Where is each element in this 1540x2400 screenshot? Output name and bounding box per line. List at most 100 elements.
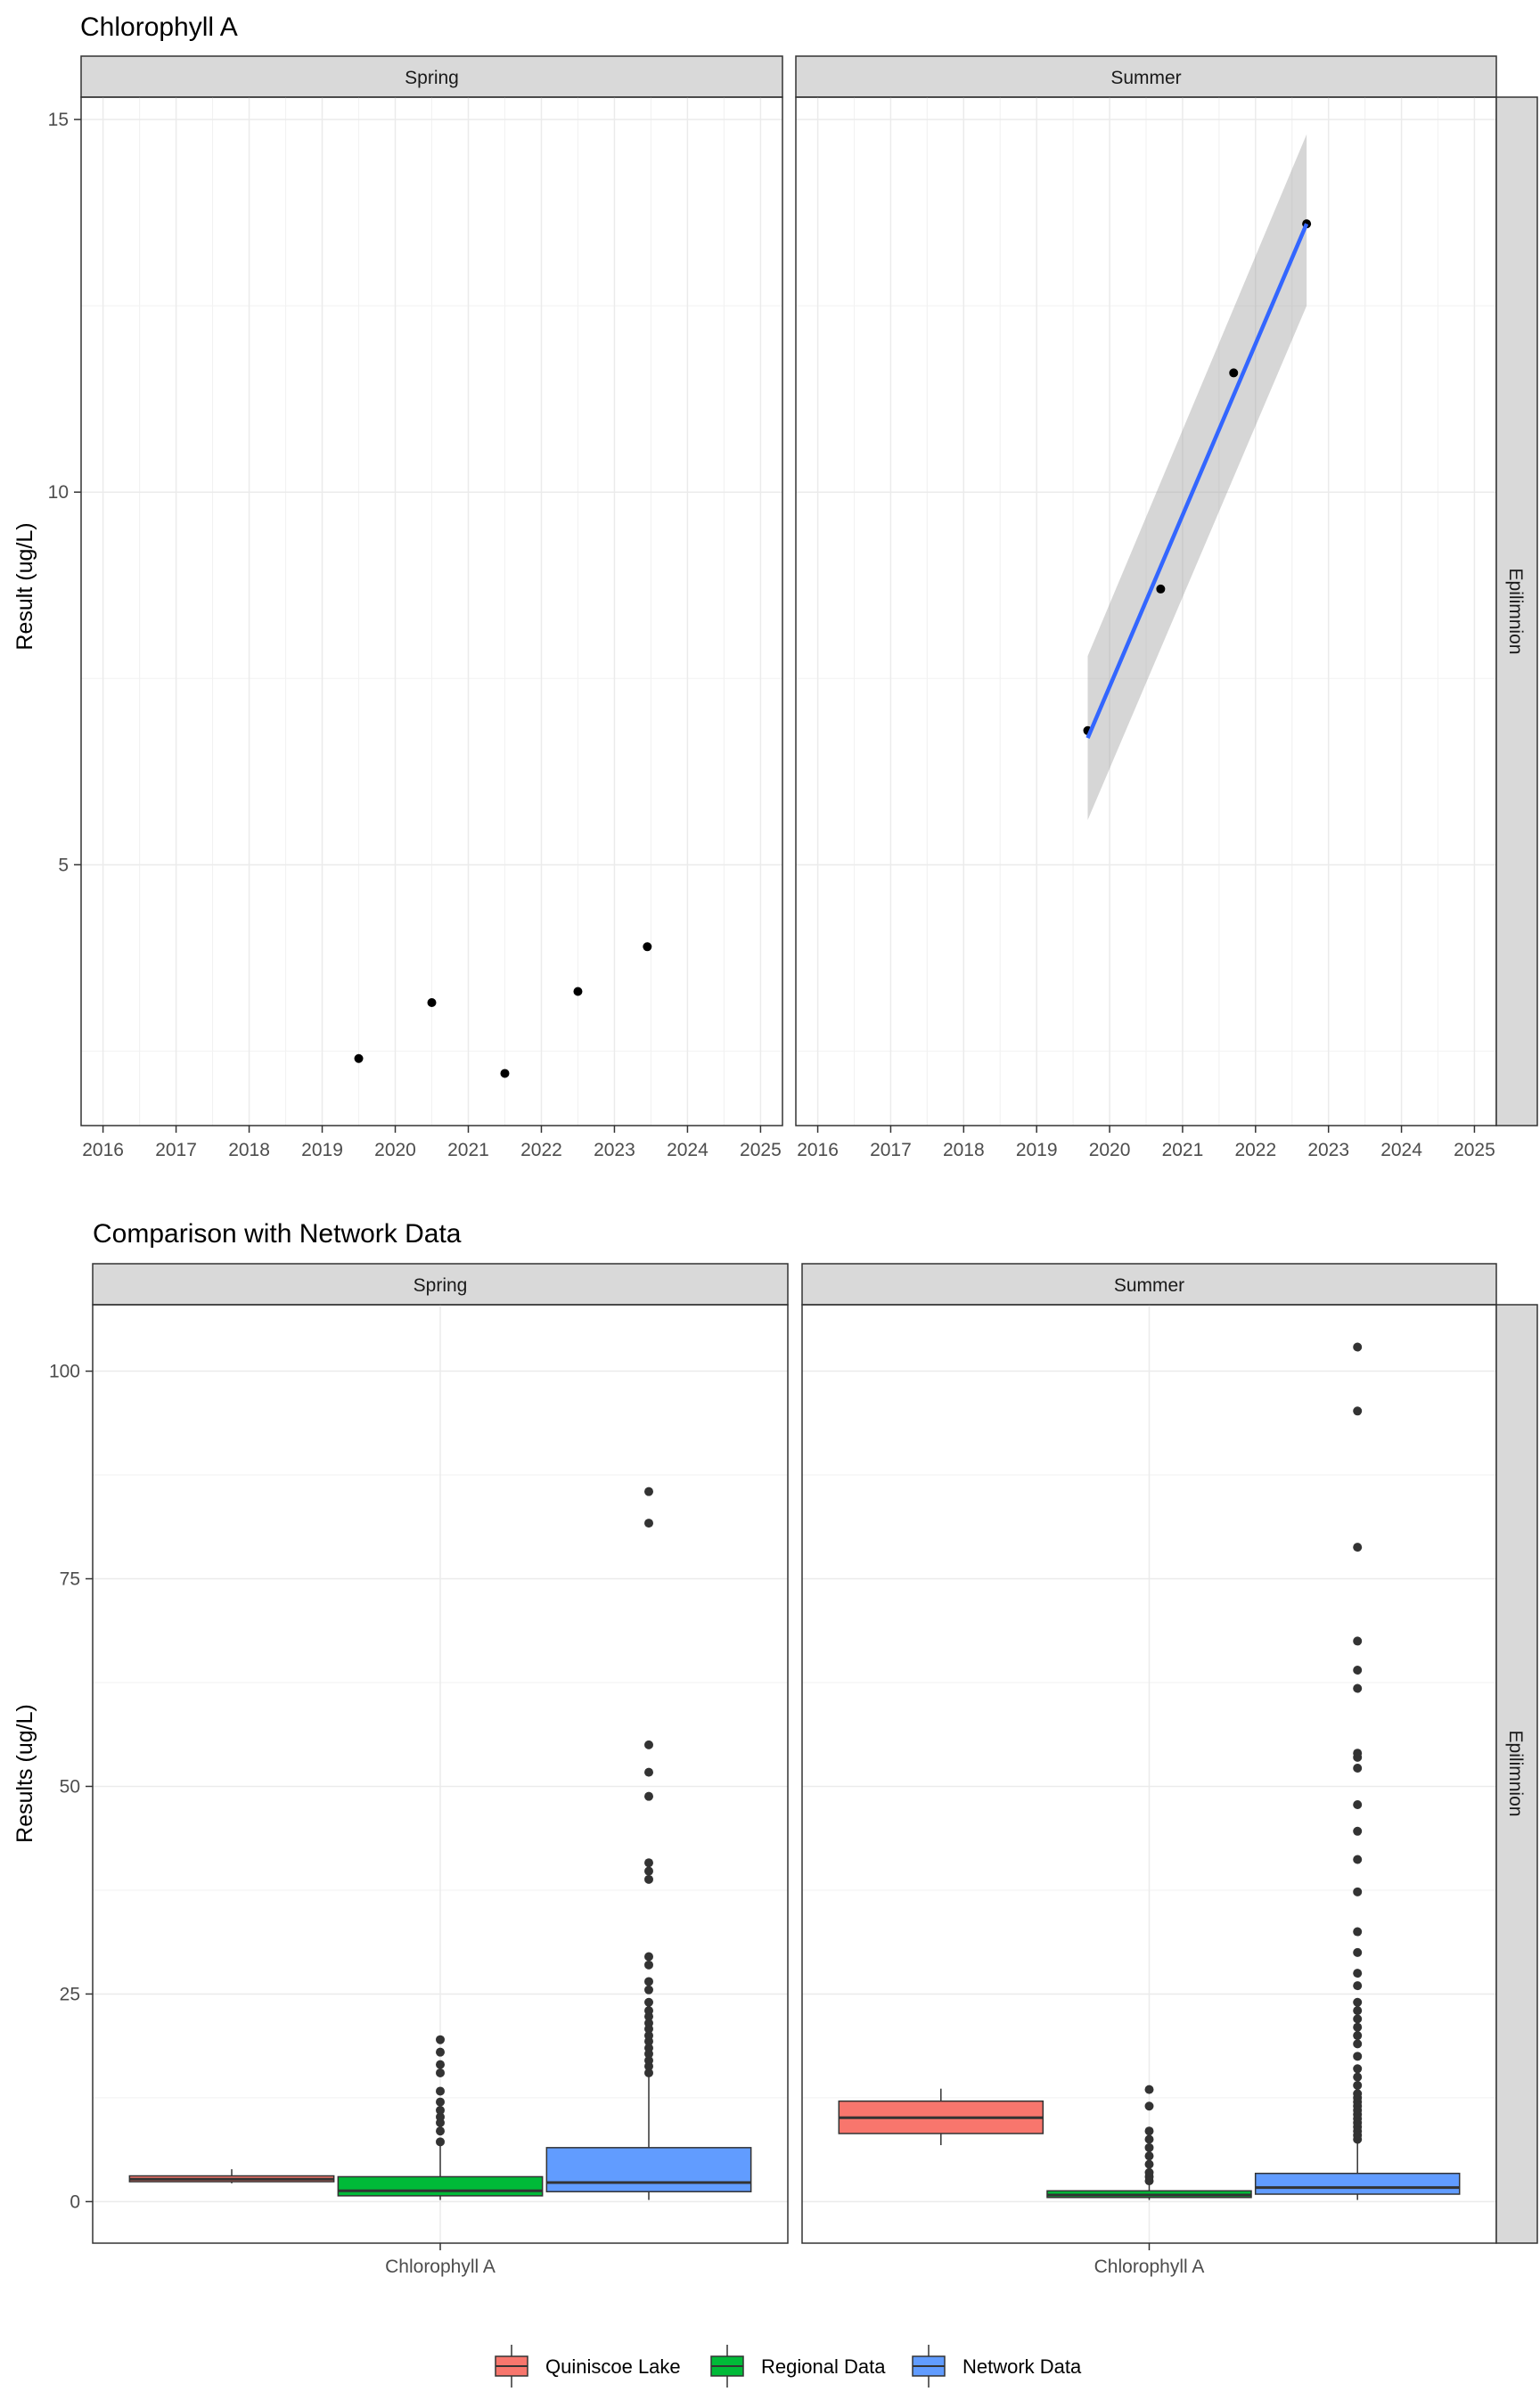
chart2-network-data-outlier — [1353, 1997, 1363, 2007]
chart2-network-data-outlier — [1353, 2006, 1363, 2016]
chart1-summer-strip — [795, 55, 1497, 98]
chart2-network-data-outlier — [644, 1858, 653, 1868]
chart2-network-data-outlier — [1353, 1342, 1363, 1352]
chart2-y-axis-label: Results (ug/L) — [12, 1704, 37, 1843]
chart1-data-point — [1156, 584, 1166, 594]
chart2-summer-strip — [801, 1263, 1497, 1306]
chart2-network-data-outlier — [1353, 1969, 1363, 1978]
chart1-panel-spring: Spring 2016 2017 2018 2019 2020 2021 2022 2023 2… — [80, 55, 783, 1160]
chart1-summer-x-tick-label: 2024 — [1380, 1140, 1422, 1160]
chart1-data-point — [573, 987, 583, 996]
chart1-summer-x-tick-label: 2019 — [1016, 1140, 1058, 1160]
chart2-legend: Quiniscoe Lake Regional Data Network Data — [495, 2345, 1082, 2388]
chart2-network-data-outlier — [644, 1977, 653, 1986]
chart2-regional-data-outlier — [436, 2112, 445, 2122]
chart2-network-data-outlier — [1353, 2080, 1363, 2090]
legend-label-quiniscoe-lake: Quiniscoe Lake — [545, 2355, 681, 2378]
chart2-network-data-outlier — [1353, 1666, 1363, 1675]
chart1-data-point — [500, 1069, 510, 1078]
chart2-summer-strip-label: Summer — [1114, 1275, 1184, 1296]
chart2-spring-x-tick-label: Chlorophyll A — [385, 2257, 496, 2277]
chart1-spring-x-tick-label: 2017 — [155, 1140, 197, 1160]
chart2-regional-data-outlier — [436, 2047, 445, 2057]
chart2-regional-data-outlier — [1144, 2085, 1154, 2094]
chart2-spring-border — [92, 1304, 789, 2244]
chart2-regional-data-outlier — [436, 2068, 445, 2077]
chart2-network-data-outlier — [644, 2019, 653, 2028]
chart1-summer-x-tick-label: 2025 — [1454, 1140, 1495, 1160]
chart2-network-data-outlier — [644, 1952, 653, 1962]
chart2-network-data-outlier — [1353, 1826, 1363, 1836]
chart2-regional-data-outlier — [1144, 2134, 1154, 2144]
chart2-network-data-outlier — [644, 1767, 653, 1777]
chart1-spring-x-tick-label: 2019 — [301, 1140, 343, 1160]
chart2-regional-data-outlier — [436, 2086, 445, 2096]
chart2-spring-strip-label: Spring — [414, 1275, 468, 1296]
chart2-network-data-outlier — [1353, 2052, 1363, 2061]
chart1-data-point — [427, 998, 437, 1008]
chart1-summer-x-tick-label: 2017 — [870, 1140, 912, 1160]
chart2-network-data-outlier — [1353, 1543, 1363, 1552]
chart1-spring-strip — [80, 55, 783, 98]
chart2-regional-data-outlier — [1144, 2142, 1154, 2152]
chart1-summer-x-tick-label: 2018 — [943, 1140, 985, 1160]
chart2-regional-data-outlier — [436, 2097, 445, 2107]
chart2-network-data-outlier — [1353, 1636, 1363, 1646]
chart2-network-data-outlier — [1353, 1406, 1363, 1416]
chart2-network-data-outlier — [1353, 1887, 1363, 1896]
chart2-network-data-outlier — [1353, 1927, 1363, 1937]
chart1-y-tick-label: 5 — [58, 855, 69, 875]
chart1-spring-x-tick-label: 2016 — [82, 1140, 124, 1160]
chart1-title: Chlorophyll A — [80, 12, 238, 42]
chart2-regional-data-outlier — [436, 2060, 445, 2069]
chart2-regional-data-outlier — [1144, 2159, 1154, 2169]
chart2-regional-data-outlier — [436, 2105, 445, 2115]
chart2-regional-data-outlier — [1144, 2167, 1154, 2177]
chart1-summer-x-tick-label: 2021 — [1162, 1140, 1204, 1160]
chart2-regional-data-outlier — [1144, 2126, 1154, 2136]
chart2-y-tick-label: 75 — [60, 1569, 80, 1590]
chart2-network-data-outlier — [644, 1985, 653, 1995]
chart2-regional-data-outlier — [1144, 2101, 1154, 2111]
chart2-network-data-outlier — [644, 1874, 653, 1884]
chart1-summer-x-tick-label: 2016 — [797, 1140, 839, 1160]
chart2-network-data-outlier — [644, 1791, 653, 1801]
chart2-regional-data-outlier — [436, 2035, 445, 2044]
chart2-network-data-outlier — [1353, 1763, 1363, 1773]
chart1-panel-summer: Summer 2016 2017 2018 2019 2020 2021 2022 2023 2… — [795, 55, 1497, 1160]
chart1-y-tick-label: 15 — [48, 110, 69, 130]
chart1-y-axis-label: Result (ug/L) — [12, 522, 37, 650]
chart1-spring-border — [80, 96, 783, 1126]
chart2-panel-spring: Spring Chlorophyll A — [92, 1263, 789, 2277]
chart2-regional-data-outlier — [1144, 2151, 1154, 2161]
chart2-network-data-outlier — [644, 1487, 653, 1496]
chart2-y-tick-label: 100 — [49, 1362, 80, 1382]
chart1-trend-line — [1085, 223, 1309, 740]
legend-label-network-data: Network Data — [962, 2355, 1082, 2378]
chart1-y-tick-label: 10 — [48, 482, 69, 503]
chart2-network-data-outlier — [644, 1960, 653, 1970]
chart2-network-data-outlier — [1353, 2022, 1363, 2032]
chart1-spring-x-tick-label: 2020 — [374, 1140, 416, 1160]
chart1-spring-x-tick-label: 2022 — [520, 1140, 562, 1160]
chart2-network-data-outlier — [1353, 1947, 1363, 1957]
chart2-network-data-box — [1254, 2172, 1461, 2195]
chart1-spring-x-tick-label: 2018 — [228, 1140, 270, 1160]
chart2-network-data-outlier — [644, 2055, 653, 2065]
chart2-network-data-outlier — [1353, 1683, 1363, 1693]
chart2-regional-data-box — [337, 2175, 544, 2197]
chart1-summer-x-tick-label: 2020 — [1089, 1140, 1131, 1160]
chart1-row-strip — [1495, 96, 1538, 1126]
chart2-network-data-outlier — [1353, 2014, 1363, 2024]
legend-label-regional-data: Regional Data — [761, 2355, 886, 2378]
chart1-summer-strip-label: Summer — [1110, 68, 1181, 88]
chart2-summer-x-tick-label: Chlorophyll A — [1094, 2257, 1205, 2277]
chart2-panel-summer: Summer Chlorophyll A — [801, 1263, 1497, 2277]
chart2-row-strip-label: Epilimnion — [1505, 1731, 1526, 1817]
chart2-network-data-outlier — [644, 1997, 653, 2007]
chart1-data-point — [1229, 368, 1239, 378]
chart2-regional-data-outlier — [436, 2137, 445, 2147]
chart2-network-data-outlier — [1353, 2072, 1363, 2082]
chart1-spring-strip-label: Spring — [405, 68, 459, 88]
